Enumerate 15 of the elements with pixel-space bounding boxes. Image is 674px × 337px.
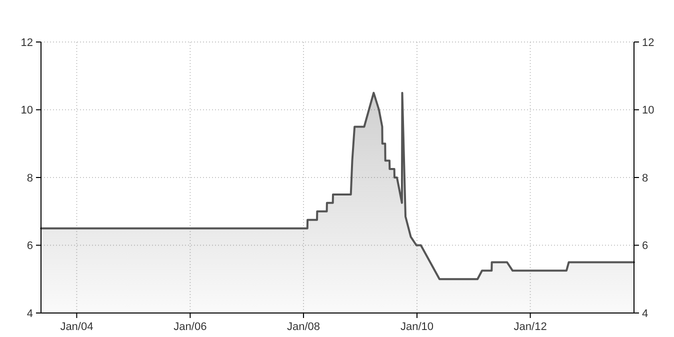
x-tick-label: Jan/10 bbox=[400, 321, 434, 333]
y2-tick-label: 6 bbox=[642, 240, 648, 252]
y-tick-label: 10 bbox=[20, 104, 33, 117]
x-tick-label: Jan/04 bbox=[60, 321, 94, 333]
y2-tick-label: 4 bbox=[642, 308, 648, 320]
y-tick-label: 6 bbox=[26, 240, 33, 252]
y2-tick-label: 10 bbox=[642, 104, 654, 117]
x-tick-label: Jan/12 bbox=[514, 321, 547, 333]
y-tick-label: 12 bbox=[20, 36, 33, 49]
y2-tick-label: 12 bbox=[642, 36, 654, 49]
y-tick-label: 8 bbox=[26, 172, 33, 184]
x-tick-label: Jan/06 bbox=[174, 321, 207, 333]
y-tick-label: 4 bbox=[26, 308, 33, 320]
y2-tick-label: 8 bbox=[642, 172, 648, 184]
x-tick-label: Jan/08 bbox=[286, 321, 320, 333]
